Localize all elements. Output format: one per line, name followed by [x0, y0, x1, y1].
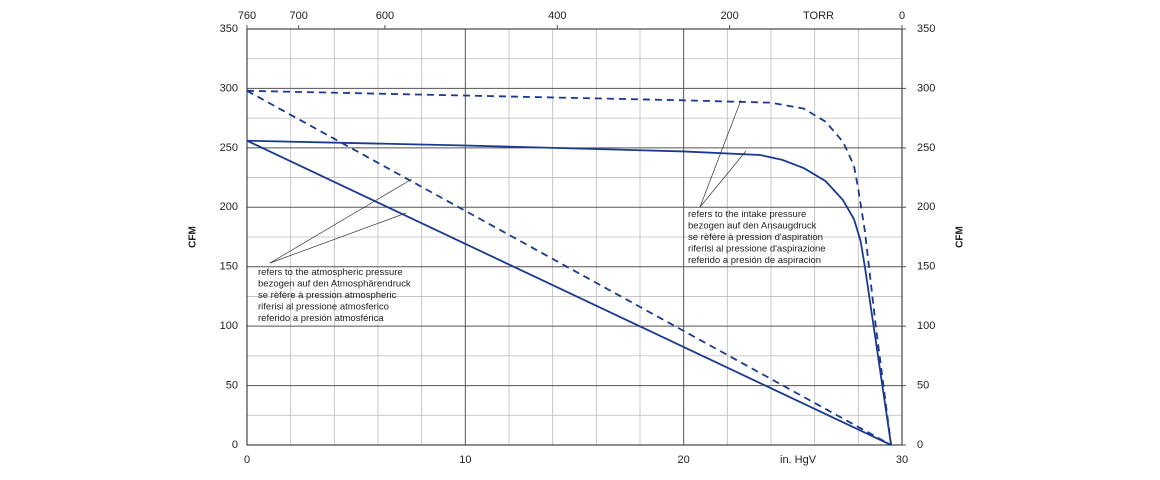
y-tick-label: 350: [220, 23, 238, 35]
x2-tick-label: 600: [376, 10, 394, 22]
y-tick-label: 200: [220, 201, 238, 213]
curve: [246, 90, 892, 446]
x-tick-label: 10: [459, 454, 471, 466]
curve: [246, 89, 892, 446]
leader-line: [269, 212, 407, 264]
x2-tick-label: 760: [238, 10, 256, 22]
annotation: refers to the intake pressure: [688, 209, 806, 220]
annotation: bezogen auf den Ansaugdruck: [688, 221, 817, 232]
annotation: riferisi al pressione d'aspirazione: [688, 244, 826, 255]
y2-axis-label: CFM: [955, 226, 966, 248]
y2-tick-label: 100: [917, 320, 935, 332]
x2-tick-label: 700: [290, 10, 308, 22]
y2-tick-label: 200: [917, 201, 935, 213]
y2-tick-label: 0: [917, 439, 923, 451]
y2-tick-label: 250: [917, 142, 935, 154]
annotation: refers to the atmospheric pressure: [258, 267, 403, 278]
y2-tick-label: 300: [917, 82, 935, 94]
x2-tick-label: 400: [548, 10, 566, 22]
y-tick-label: 100: [220, 320, 238, 332]
y-tick-label: 50: [226, 379, 238, 391]
annotation: se rèfère à pression d'aspiration: [688, 232, 823, 243]
annotation: referido a presión atmosférica: [258, 313, 384, 324]
y2-tick-label: 150: [917, 261, 935, 273]
y2-tick-label: 50: [917, 379, 929, 391]
x2-axis-label: TORR: [803, 10, 834, 22]
x2-tick-label: 200: [720, 10, 738, 22]
annotation: riferisi al pressione atmosferico: [258, 302, 389, 313]
annotation: se rèfère à pression atmospheric: [258, 290, 397, 301]
annotation: bezogen auf den Atmosphärendruck: [258, 279, 411, 290]
x-tick-label: 0: [244, 454, 250, 466]
y-tick-label: 300: [220, 82, 238, 94]
y-tick-label: 150: [220, 261, 238, 273]
leader-line: [269, 178, 413, 264]
y-axis-label: CFM: [188, 226, 199, 248]
leader-line: [699, 99, 742, 208]
leader-line: [699, 150, 747, 208]
annotation: referido a presión de aspiracion: [688, 255, 821, 266]
x-tick-label: 20: [678, 454, 690, 466]
y2-tick-label: 350: [917, 23, 935, 35]
curve: [246, 139, 892, 446]
y-tick-label: 250: [220, 142, 238, 154]
y-tick-label: 0: [232, 439, 238, 451]
x-axis-label: in. HgV: [780, 454, 817, 466]
x-tick-label: 30: [896, 454, 908, 466]
x2-tick-label: 0: [899, 10, 905, 22]
curve: [246, 139, 892, 446]
marks: [246, 89, 892, 446]
plot-frame: [246, 28, 903, 446]
